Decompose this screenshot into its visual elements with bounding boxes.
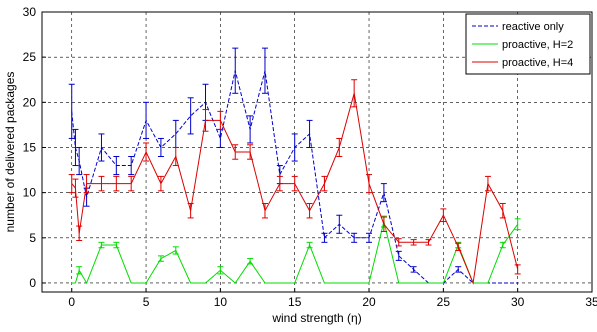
error-bar [72, 178, 79, 198]
error-bar [72, 128, 79, 167]
x-tick-label: 20 [362, 295, 376, 309]
error-bar [128, 156, 135, 176]
series-3 [68, 79, 521, 285]
legend-label: reactive only [502, 21, 564, 33]
error-bar [76, 146, 83, 176]
y-tick-label: 30 [23, 5, 37, 19]
error-bar [76, 266, 83, 275]
x-tick-label: 10 [214, 295, 228, 309]
error-bar [395, 238, 402, 247]
legend-label: proactive, H=2 [502, 39, 573, 51]
error-bar [247, 144, 254, 160]
y-tick-label: 20 [23, 95, 37, 109]
error-bar [247, 115, 254, 144]
y-tick-label: 15 [23, 140, 37, 154]
error-bar [128, 175, 135, 192]
error-bar [395, 250, 402, 261]
error-bar [366, 232, 373, 243]
error-bar [247, 258, 254, 265]
error-bar [143, 101, 150, 139]
error-bar [484, 175, 491, 192]
error-bar [232, 47, 239, 94]
error-bar [68, 174, 75, 194]
error-bar [291, 175, 298, 192]
error-bar [351, 79, 358, 108]
error-bar [380, 183, 387, 203]
x-tick-label: 15 [288, 295, 302, 309]
legend-item: reactive only [472, 21, 564, 33]
error-bar [455, 266, 462, 273]
error-bar [336, 137, 343, 158]
error-bar [157, 137, 164, 158]
error-bar [98, 133, 105, 162]
legend-label: proactive, H=4 [502, 57, 573, 69]
error-bar [261, 202, 268, 219]
error-bar [98, 241, 105, 249]
error-bar [113, 156, 120, 176]
error-bar [306, 202, 313, 219]
error-bar [157, 175, 164, 192]
error-bar [336, 214, 343, 234]
error-bar [261, 47, 268, 94]
legend-item: proactive, H=2 [472, 39, 573, 51]
error-bar [68, 83, 75, 139]
error-bar [351, 232, 358, 243]
error-bar [76, 225, 83, 242]
error-bar [276, 175, 283, 192]
error-bar [425, 239, 432, 246]
error-bar [143, 142, 150, 162]
error-bar [380, 216, 387, 232]
error-bar [157, 255, 164, 262]
x-tick-label: 5 [143, 295, 150, 309]
error-bar [83, 174, 90, 194]
x-tick-label: 25 [437, 295, 451, 309]
y-tick-label: 10 [23, 186, 37, 200]
x-tick-label: 0 [68, 295, 75, 309]
error-bar [306, 119, 313, 148]
ticks: 0 5 10 15 20 25 30 35 0 5 10 15 20 25 30 [23, 5, 597, 309]
x-axis-label: wind strength (η) [271, 311, 361, 325]
error-bar [113, 241, 120, 249]
error-bar [514, 218, 521, 231]
error-bar [98, 175, 105, 192]
error-bar [410, 266, 417, 273]
error-bar [499, 202, 506, 219]
y-axis-label: number of delivered packages [3, 72, 17, 233]
error-bar [514, 264, 521, 275]
series-line [71, 221, 519, 285]
legend: reactive only proactive, H=2 proactive, H=… [465, 13, 591, 75]
error-bar [202, 109, 209, 132]
plot-frame [41, 11, 593, 293]
error-bar [440, 208, 447, 223]
error-bar [172, 246, 179, 255]
error-bar [217, 266, 224, 275]
error-bar [455, 242, 462, 251]
error-bar [321, 175, 328, 192]
error-bar [366, 174, 373, 194]
y-tick-label: 5 [29, 231, 36, 245]
error-bar [172, 146, 179, 167]
x-tick-label: 35 [585, 295, 597, 309]
error-bar [113, 175, 120, 192]
legend-item: proactive, H=4 [472, 57, 573, 69]
y-tick-label: 25 [23, 50, 37, 64]
error-bar [217, 110, 224, 130]
error-bar [306, 241, 313, 249]
error-bar [410, 239, 417, 246]
error-bar [499, 241, 506, 249]
x-tick-label: 30 [511, 295, 525, 309]
series-layer [68, 47, 521, 285]
error-bar [187, 202, 194, 219]
error-bar [187, 97, 194, 135]
error-bar [321, 232, 328, 243]
error-bar [291, 133, 298, 162]
y-tick-label: 0 [29, 276, 36, 290]
error-bar [232, 144, 239, 160]
